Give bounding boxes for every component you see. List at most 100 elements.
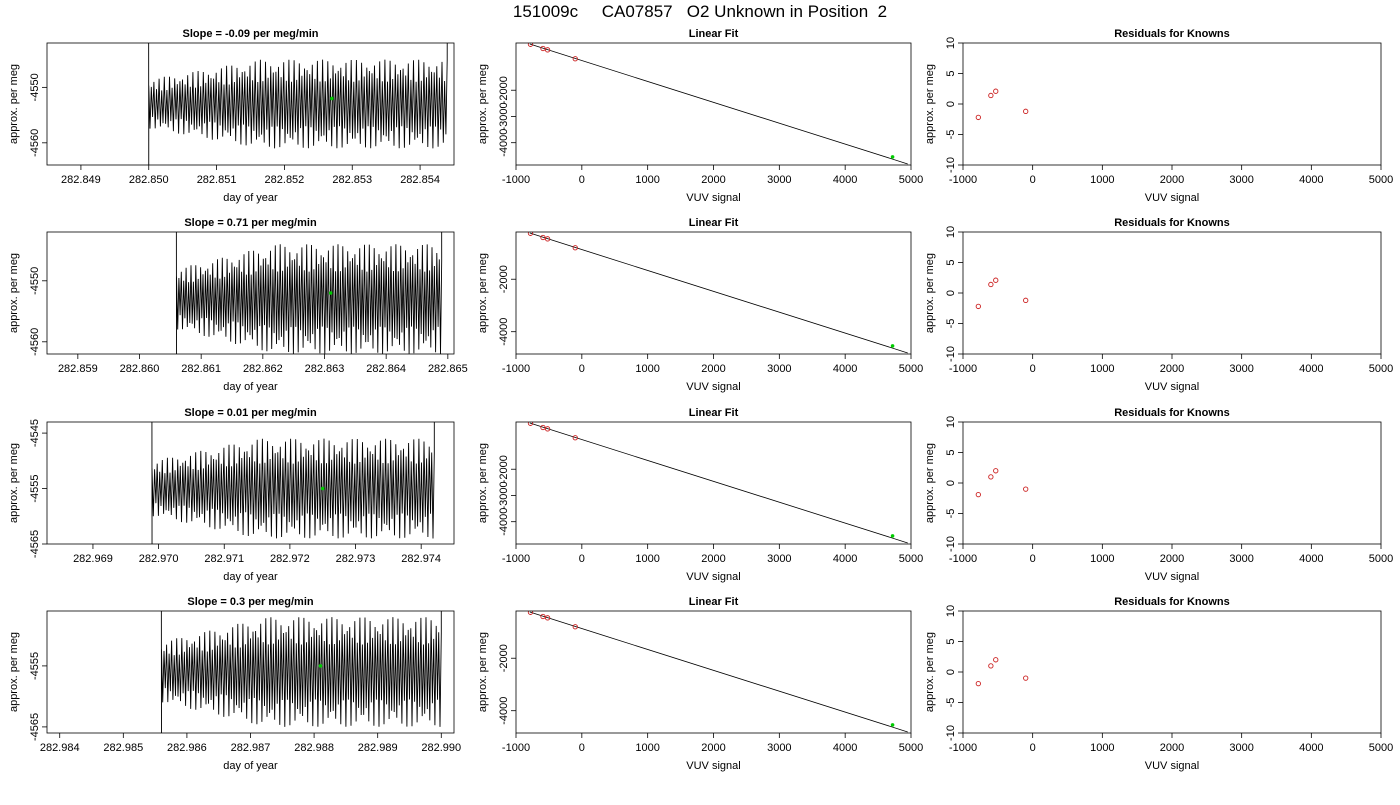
panel-line-1-1: Slope = -0.09 per meg/min 282.849 282.850 2… [8, 28, 455, 204]
y-tick-label: 5 [945, 449, 957, 455]
plot-frame [962, 421, 1382, 545]
x-axis-label: VUV signal [686, 760, 740, 772]
x-tick-label: 0 [579, 174, 585, 186]
plot-frame [962, 42, 1382, 166]
x-tick-label: -1000 [502, 553, 530, 565]
x-tick-label: 282.988 [294, 742, 334, 754]
x-axis-label: day of year [223, 571, 278, 583]
residual-point [993, 277, 999, 283]
x-tick-label: 1000 [1090, 363, 1114, 375]
x-tick-label: -1000 [502, 174, 530, 186]
y-tick-label: -5 [945, 130, 957, 140]
figure-title: 151009c CA07857 O2 Unknown in Position 2 [512, 2, 888, 21]
y-tick-label: -4565 [29, 530, 41, 558]
x-tick-label: 4000 [1299, 553, 1323, 565]
known-point [527, 43, 534, 47]
panel-title: Slope = 0.01 per meg/min [184, 407, 317, 419]
unknown-point [328, 291, 333, 295]
x-tick-label: 3000 [767, 363, 791, 375]
residual-point [975, 303, 981, 310]
x-tick-label: 282.852 [265, 174, 305, 186]
panel-scatter-2-2: Linear Fit -1000 0 1000 2000 3000 4000 5000 -200… [477, 217, 923, 393]
known-point [572, 624, 578, 630]
x-tick-label: 282.985 [103, 742, 143, 754]
x-tick-label: 282.972 [270, 553, 310, 565]
y-tick-label: -4545 [29, 419, 41, 447]
x-tick-label: 2000 [701, 742, 725, 754]
residual-point [988, 281, 994, 288]
residual-point [1023, 297, 1029, 303]
x-tick-label: 5000 [1369, 742, 1393, 754]
signal-trace [160, 611, 442, 733]
y-tick-label: -10 [945, 346, 957, 362]
y-tick-label: -4560 [29, 328, 41, 356]
x-tick-label: 282.851 [197, 174, 237, 186]
x-tick-label: -1000 [949, 363, 977, 375]
y-tick-label: 10 [945, 416, 957, 428]
y-axis-label: approx. per meg [8, 632, 20, 712]
data-layer [975, 88, 1029, 121]
x-tick-label: 0 [579, 742, 585, 754]
data-layer [148, 43, 448, 165]
x-tick-label: 2000 [701, 174, 725, 186]
panel-scatter-3-3: Residuals for Knowns -1000 0 1000 2000 3000 40… [924, 407, 1393, 583]
x-tick-label: 282.973 [336, 553, 376, 565]
y-tick-label: 10 [945, 226, 957, 238]
x-tick-label: 282.864 [366, 363, 406, 375]
panel-scatter-2-3: Residuals for Knowns -1000 0 1000 2000 3000 40… [924, 217, 1393, 393]
x-tick-label: 282.989 [358, 742, 398, 754]
known-point [527, 232, 534, 236]
y-tick-label: -10 [945, 536, 957, 552]
plot-frame [46, 231, 455, 355]
x-tick-label: 1000 [635, 742, 659, 754]
residual-point [1023, 108, 1029, 114]
unknown-point [318, 664, 323, 668]
y-tick-label: 5 [945, 70, 957, 76]
residual-point [975, 114, 981, 121]
y-tick-label: -2000 [498, 76, 510, 104]
x-tick-label: 5000 [1369, 363, 1393, 375]
x-tick-label: 3000 [767, 174, 791, 186]
panel-title: Residuals for Knowns [1114, 217, 1230, 229]
x-tick-label: 4000 [1299, 363, 1323, 375]
panel-title: Linear Fit [689, 217, 739, 229]
plot-frame [962, 231, 1382, 355]
x-tick-label: 3000 [767, 553, 791, 565]
y-tick-label: -4550 [29, 267, 41, 295]
residual-point [975, 491, 981, 498]
known-point [540, 45, 546, 52]
known-point [527, 611, 534, 615]
known-point [572, 435, 578, 441]
x-tick-label: 5000 [899, 742, 923, 754]
unknown-point [330, 96, 334, 101]
panel-line-4-1: Slope = 0.3 per meg/min 282.984 282.985 282… [8, 596, 461, 772]
x-tick-label: 1000 [1090, 174, 1114, 186]
x-tick-label: 282.854 [400, 174, 440, 186]
y-tick-label: -2000 [498, 265, 510, 293]
residual-point [1023, 486, 1029, 492]
y-axis-label: approx. per meg [477, 64, 489, 144]
x-tick-label: 2000 [1160, 742, 1184, 754]
y-tick-label: 5 [945, 638, 957, 644]
y-axis-label: approx. per meg [477, 253, 489, 333]
signal-trace [151, 422, 435, 544]
x-tick-label: 4000 [833, 553, 857, 565]
x-tick-label: -1000 [502, 742, 530, 754]
data-layer [527, 611, 908, 733]
x-tick-label: 2000 [701, 363, 725, 375]
known-point [544, 426, 551, 432]
x-axis-label: VUV signal [1145, 192, 1199, 204]
x-tick-label: 282.969 [73, 553, 113, 565]
x-tick-label: 282.990 [421, 742, 461, 754]
x-tick-label: 3000 [1229, 174, 1253, 186]
x-tick-label: 2000 [1160, 174, 1184, 186]
panel-title: Residuals for Knowns [1114, 596, 1230, 608]
residual-point [975, 680, 981, 687]
plot-frame [962, 610, 1382, 734]
known-point [544, 615, 551, 621]
y-axis-label: approx. per meg [477, 443, 489, 523]
x-tick-label: 0 [1030, 174, 1036, 186]
x-tick-label: 1000 [635, 174, 659, 186]
x-tick-label: 282.971 [204, 553, 244, 565]
unknown-point [320, 486, 325, 491]
